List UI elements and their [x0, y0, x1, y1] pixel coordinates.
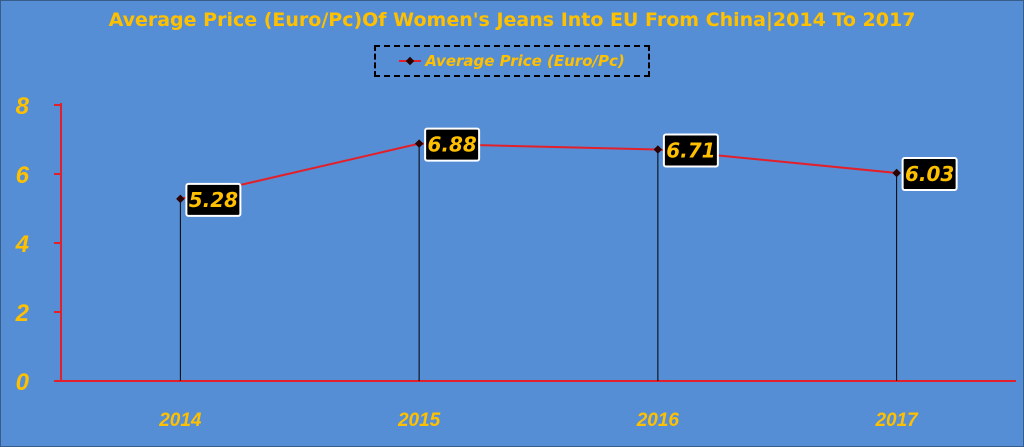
data-label-box [662, 133, 719, 168]
x-tick-label: 2016 [636, 410, 680, 431]
data-label-box [185, 182, 242, 217]
data-label-box [424, 127, 481, 162]
y-tick-label: 2 [15, 300, 30, 327]
x-tick-label: 2017 [874, 410, 919, 431]
series-line [180, 142, 897, 200]
data-point [653, 145, 663, 154]
data-point [892, 168, 901, 178]
legend-series-swatch [399, 56, 422, 66]
x-tick-label: 2014 [158, 410, 202, 431]
y-tick-label: 8 [16, 93, 30, 120]
y-tick-label: 6 [16, 162, 30, 189]
chart-title: Average Price (Euro/Pc)Of Women's Jeans … [108, 9, 916, 31]
data-label: 5.28 [189, 188, 238, 212]
x-tick-label: 2015 [397, 410, 441, 431]
data-label: 6.71 [666, 139, 715, 163]
y-tick-label: 4 [15, 231, 29, 258]
legend: Average Price (Euro/Pc) [374, 45, 650, 77]
data-point [414, 139, 424, 148]
data-label: 6.88 [427, 133, 476, 157]
data-point [176, 194, 185, 204]
legend-series-label: Average Price (Euro/Pc) [425, 52, 625, 70]
data-label: 6.03 [905, 162, 954, 186]
data-label-box [901, 156, 958, 191]
y-tick-label: 0 [16, 369, 30, 396]
